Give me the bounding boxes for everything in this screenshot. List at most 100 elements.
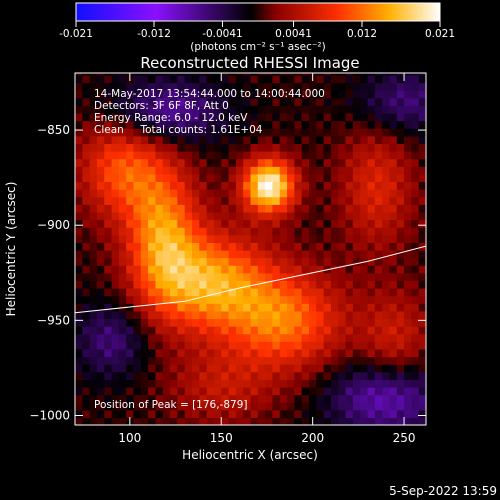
heatmap-cell bbox=[133, 386, 142, 396]
heatmap-cell bbox=[257, 120, 266, 129]
heatmap-cell bbox=[243, 166, 252, 175]
heatmap-cell bbox=[228, 333, 237, 342]
heatmap-cell bbox=[389, 379, 398, 388]
heatmap-cell bbox=[374, 386, 383, 396]
heatmap-cell bbox=[155, 219, 164, 228]
heatmap-cell bbox=[265, 364, 274, 373]
heatmap-cell bbox=[199, 288, 208, 297]
heatmap-cell bbox=[243, 181, 252, 190]
heatmap-cell bbox=[148, 73, 157, 76]
heatmap-cell bbox=[257, 219, 266, 228]
heatmap-cell bbox=[118, 265, 127, 274]
heatmap-cell bbox=[111, 288, 120, 297]
heatmap-cell bbox=[294, 402, 303, 411]
heatmap-cell bbox=[367, 265, 376, 274]
heatmap-cell bbox=[177, 257, 186, 266]
heatmap-cell bbox=[104, 257, 113, 266]
heatmap-cell bbox=[82, 73, 91, 76]
heatmap-cell bbox=[309, 272, 317, 281]
heatmap-cell bbox=[301, 288, 310, 297]
heatmap-cell bbox=[265, 371, 274, 380]
heatmap-cell bbox=[418, 211, 426, 221]
heatmap-cell bbox=[352, 97, 361, 106]
heatmap-cell bbox=[228, 402, 237, 411]
heatmap-cell bbox=[170, 74, 178, 84]
heatmap-cell bbox=[104, 135, 113, 144]
heatmap-cell bbox=[228, 82, 237, 91]
heatmap-cell bbox=[250, 265, 259, 274]
heatmap-cell bbox=[418, 288, 426, 297]
heatmap-cell bbox=[96, 82, 105, 91]
y-tick-label: −900 bbox=[37, 218, 70, 232]
heatmap-cell bbox=[250, 341, 259, 350]
heatmap-cell bbox=[389, 310, 398, 320]
heatmap-cell bbox=[374, 379, 383, 388]
heatmap-cell bbox=[396, 249, 405, 259]
heatmap-cell bbox=[374, 265, 383, 274]
heatmap-cell bbox=[104, 204, 113, 213]
heatmap-cell bbox=[126, 272, 135, 281]
heatmap-cell bbox=[352, 242, 361, 251]
heatmap-cell bbox=[338, 348, 347, 358]
heatmap-cell bbox=[411, 90, 420, 99]
heatmap-cell bbox=[126, 341, 135, 350]
heatmap-cell bbox=[82, 120, 91, 129]
heatmap-cell bbox=[265, 310, 274, 320]
heatmap-cell bbox=[89, 189, 98, 198]
heatmap-cell bbox=[382, 333, 391, 342]
heatmap-cell bbox=[82, 181, 91, 190]
heatmap-cell bbox=[404, 386, 412, 396]
heatmap-cell bbox=[345, 288, 354, 297]
heatmap-cell bbox=[382, 143, 391, 152]
heatmap-cell bbox=[301, 386, 310, 396]
heatmap-cell bbox=[287, 249, 295, 259]
heatmap-cell bbox=[228, 295, 237, 304]
heatmap-cell bbox=[111, 135, 120, 144]
heatmap-cell bbox=[301, 181, 310, 190]
heatmap-cell bbox=[126, 166, 135, 175]
heatmap-cell bbox=[213, 364, 222, 373]
heatmap-cell bbox=[221, 379, 230, 388]
heatmap-cell bbox=[374, 143, 383, 152]
heatmap-cell bbox=[221, 348, 230, 358]
heatmap-cell bbox=[345, 303, 354, 312]
heatmap-cell bbox=[265, 409, 274, 418]
heatmap-cell bbox=[272, 333, 281, 342]
heatmap-cell bbox=[323, 242, 332, 251]
heatmap-cell bbox=[389, 82, 398, 91]
heatmap-cell bbox=[323, 196, 332, 205]
heatmap-cell bbox=[382, 90, 391, 99]
heatmap-cell bbox=[177, 265, 186, 274]
heatmap-cell bbox=[396, 333, 405, 342]
heatmap-cell bbox=[126, 135, 135, 144]
heatmap-cell bbox=[418, 158, 426, 167]
heatmap-cell bbox=[257, 128, 266, 137]
heatmap-cell bbox=[301, 105, 310, 114]
heatmap-cell bbox=[140, 356, 149, 365]
heatmap-cell bbox=[404, 364, 412, 373]
heatmap-cell bbox=[345, 295, 354, 304]
heatmap-cell bbox=[192, 73, 200, 76]
heatmap-cell bbox=[133, 73, 142, 76]
heatmap-cell bbox=[111, 341, 120, 350]
heatmap-cell bbox=[287, 386, 295, 396]
heatmap-cell bbox=[316, 310, 325, 320]
heatmap-cell bbox=[360, 318, 369, 327]
heatmap-cell bbox=[243, 82, 252, 91]
heatmap-cell bbox=[418, 189, 426, 198]
heatmap-cell bbox=[104, 348, 113, 358]
heatmap-cell bbox=[133, 371, 142, 380]
heatmap-cell bbox=[148, 379, 157, 388]
heatmap-cell bbox=[148, 272, 157, 281]
heatmap-cell bbox=[104, 166, 113, 175]
heatmap-cell bbox=[82, 82, 91, 91]
heatmap-cell bbox=[404, 181, 412, 190]
heatmap-cell bbox=[177, 394, 186, 403]
heatmap-cell bbox=[352, 394, 361, 403]
heatmap-cell bbox=[96, 143, 105, 152]
heatmap-cell bbox=[206, 196, 215, 205]
heatmap-cell bbox=[213, 272, 222, 281]
heatmap-cell bbox=[235, 135, 244, 144]
heatmap-cell bbox=[118, 417, 127, 425]
heatmap-cell bbox=[360, 288, 369, 297]
